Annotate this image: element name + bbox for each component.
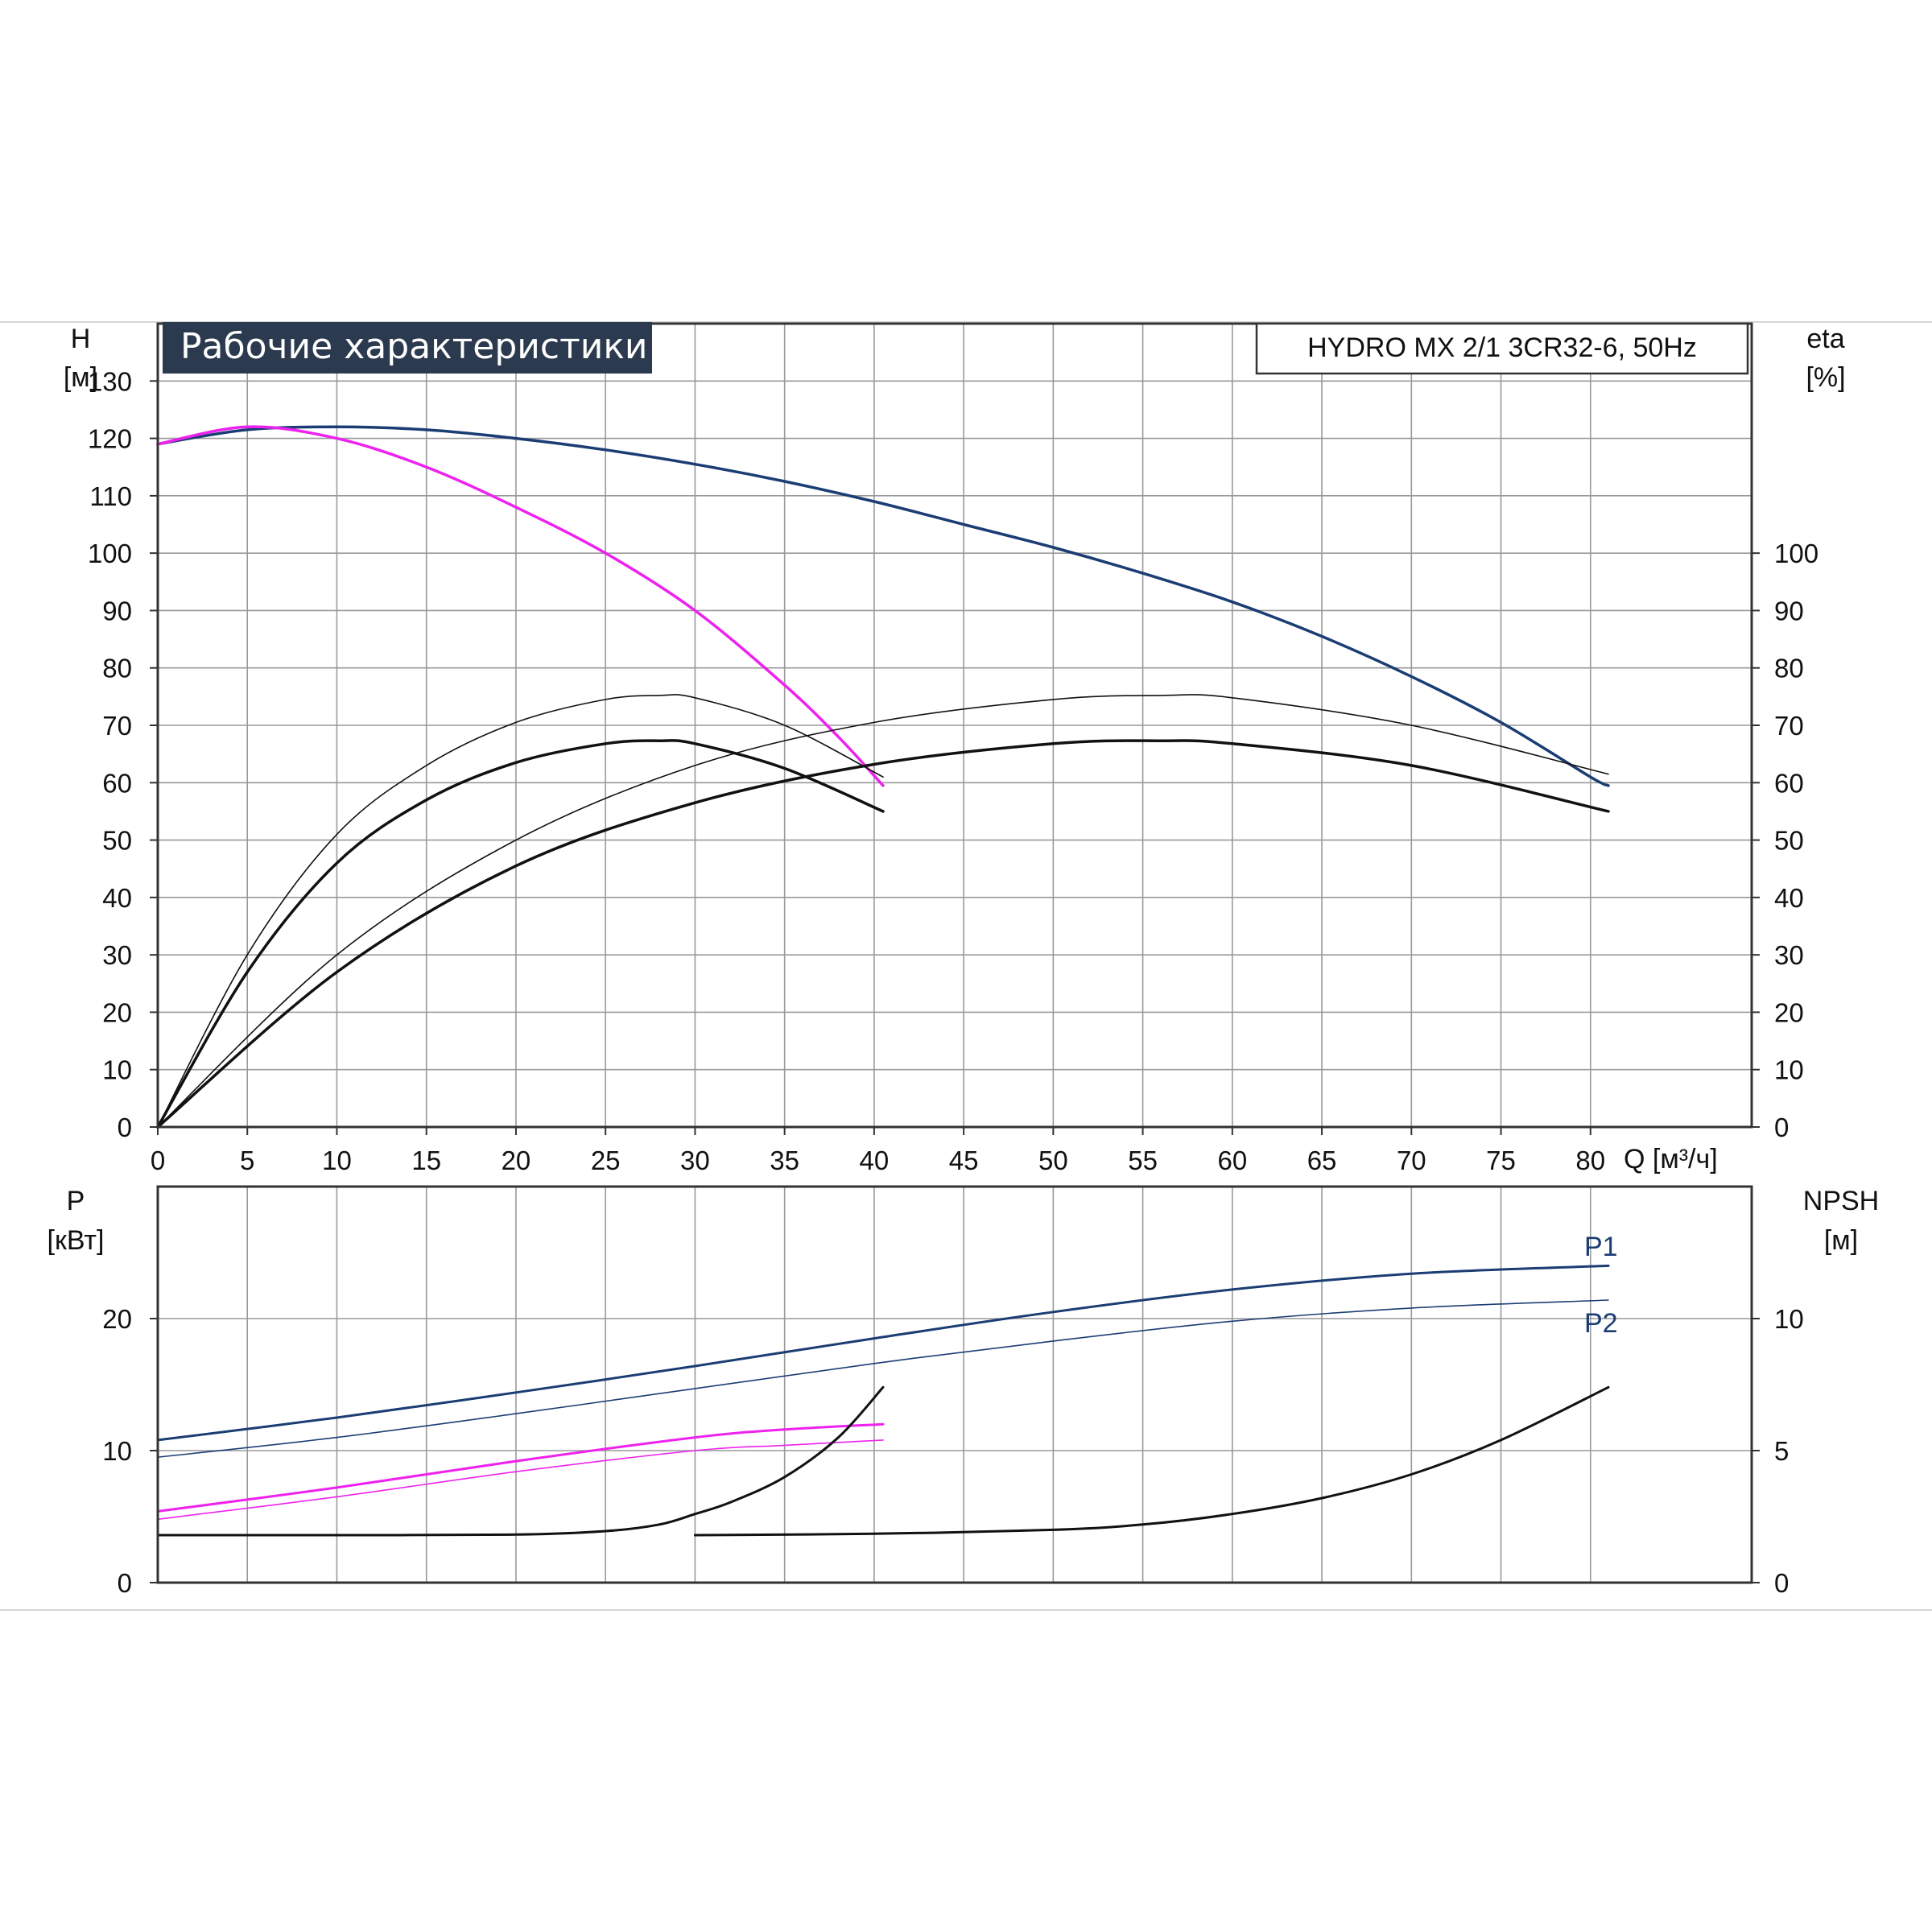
upper-left-tick-label: 0 bbox=[118, 1113, 132, 1142]
upper-x-tick-label: 75 bbox=[1486, 1146, 1516, 1175]
model-label: HYDRO MX 2/1 3CR32-6, 50Hz bbox=[1307, 332, 1697, 363]
lower-right-tick-label: 0 bbox=[1774, 1568, 1789, 1598]
chart-title: Рабочие характеристики bbox=[180, 326, 648, 367]
upper-x-tick-label: 5 bbox=[240, 1146, 254, 1175]
upper-curves bbox=[156, 425, 1610, 1129]
upper-left-tick-label: 60 bbox=[102, 768, 132, 798]
upper-right-tick-label: 20 bbox=[1774, 997, 1804, 1027]
upper-x-tick-label: 40 bbox=[860, 1146, 890, 1175]
x-axis-label-q: Q [м³/ч] bbox=[1624, 1144, 1718, 1174]
lower-plot-frame bbox=[156, 1185, 1753, 1584]
upper-left-tick-label: 50 bbox=[102, 826, 132, 856]
upper-right-tick-label: 60 bbox=[1774, 768, 1804, 798]
upper-curve-eta-total-2-pumps bbox=[156, 739, 1610, 1129]
upper-left-tick-label: 120 bbox=[88, 424, 132, 454]
upper-right-tick-label: 30 bbox=[1774, 940, 1804, 970]
lower-curve-p1 bbox=[156, 1264, 1610, 1442]
upper-left-tick-label: 20 bbox=[102, 997, 132, 1027]
upper-right-tick-label: 100 bbox=[1774, 539, 1818, 568]
upper-x-tick-label: 50 bbox=[1038, 1146, 1068, 1175]
lower-curve-p1-1-pump bbox=[156, 1422, 885, 1513]
upper-x-tick-label: 25 bbox=[591, 1146, 621, 1175]
lower-left-tick-label: 0 bbox=[118, 1568, 132, 1598]
lower-curves bbox=[156, 1264, 1610, 1537]
upper-curve-eta-total-1-pump bbox=[156, 739, 885, 1129]
lower-tick-labels: 0 10 20 0 5 10 bbox=[102, 1304, 1803, 1598]
lower-curve-p2-1-pump bbox=[157, 1439, 884, 1521]
right-axis-label-npsh: NPSH bbox=[1803, 1186, 1879, 1216]
upper-left-tick-label: 110 bbox=[89, 481, 132, 511]
upper-x-tick-label: 70 bbox=[1397, 1146, 1426, 1175]
lower-right-tick-label: 10 bbox=[1774, 1304, 1804, 1334]
right-axis-label-eta: eta bbox=[1806, 324, 1844, 354]
right-axis-unit-npsh: [м] bbox=[1824, 1225, 1858, 1256]
left-axis-label-h: H bbox=[71, 324, 91, 354]
upper-right-tick-label: 10 bbox=[1774, 1055, 1804, 1085]
upper-curve-eta-1-pump bbox=[157, 694, 884, 1128]
upper-left-tick-label: 130 bbox=[88, 366, 132, 396]
upper-right-tick-label: 40 bbox=[1774, 883, 1804, 913]
upper-right-tick-label: 70 bbox=[1774, 711, 1804, 741]
upper-left-tick-label: 80 bbox=[102, 654, 132, 683]
upper-right-tick-label: 0 bbox=[1774, 1113, 1789, 1142]
upper-left-tick-label: 10 bbox=[102, 1055, 132, 1085]
lower-right-tick-label: 5 bbox=[1774, 1436, 1789, 1466]
upper-curve-h-2-pumps bbox=[156, 425, 1610, 787]
series-label-p1: P1 bbox=[1584, 1232, 1618, 1262]
upper-x-tick-label: 20 bbox=[502, 1146, 531, 1175]
lower-left-tick-label: 20 bbox=[102, 1304, 132, 1334]
upper-x-tick-label: 30 bbox=[680, 1146, 710, 1175]
upper-left-tick-label: 30 bbox=[102, 940, 132, 970]
upper-right-tick-label: 90 bbox=[1774, 596, 1804, 625]
lower-curve-npsh-1-pump bbox=[156, 1385, 885, 1537]
upper-right-tick-label: 50 bbox=[1774, 826, 1804, 856]
upper-x-tick-label: 45 bbox=[949, 1146, 979, 1175]
upper-x-tick-label: 15 bbox=[411, 1146, 441, 1175]
right-axis-unit-eta: [%] bbox=[1806, 362, 1845, 393]
upper-x-tick-label: 55 bbox=[1128, 1146, 1158, 1175]
lower-curve-npsh-2-pumps bbox=[693, 1385, 1610, 1537]
upper-x-tick-label: 65 bbox=[1307, 1146, 1337, 1175]
model-box bbox=[1255, 322, 1749, 375]
upper-left-tick-label: 40 bbox=[102, 883, 132, 913]
upper-right-tick-label: 80 bbox=[1774, 654, 1804, 683]
upper-x-tick-label: 35 bbox=[770, 1146, 799, 1175]
left-axis-unit-p: [кВт] bbox=[47, 1225, 105, 1256]
upper-x-tick-label: 10 bbox=[322, 1146, 352, 1175]
upper-x-tick-label: 80 bbox=[1575, 1146, 1605, 1175]
upper-left-tick-label: 90 bbox=[102, 596, 132, 625]
lower-curve-p2 bbox=[157, 1299, 1609, 1458]
upper-left-tick-label: 70 bbox=[102, 711, 132, 741]
upper-plot-frame bbox=[156, 322, 1753, 1129]
title-box bbox=[163, 322, 652, 374]
upper-x-tick-label: 0 bbox=[151, 1146, 165, 1175]
series-label-p2: P2 bbox=[1584, 1308, 1618, 1339]
left-axis-label-p: P bbox=[67, 1186, 85, 1216]
upper-x-tick-label: 60 bbox=[1217, 1146, 1247, 1175]
left-axis-unit-h: [м] bbox=[64, 362, 97, 393]
upper-left-tick-label: 100 bbox=[88, 539, 132, 568]
upper-curve-h-1-pump bbox=[156, 425, 885, 787]
upper-tick-labels: 0 5 10 15 20 25 30 35 40 45 50 55 60 65 70 75 80 0 10 20 30 4… bbox=[88, 366, 1818, 1175]
upper-curve-eta-2-pumps bbox=[157, 694, 1609, 1128]
upper-grid bbox=[158, 324, 1752, 1127]
lower-grid bbox=[158, 1187, 1752, 1583]
lower-left-tick-label: 10 bbox=[102, 1436, 132, 1466]
